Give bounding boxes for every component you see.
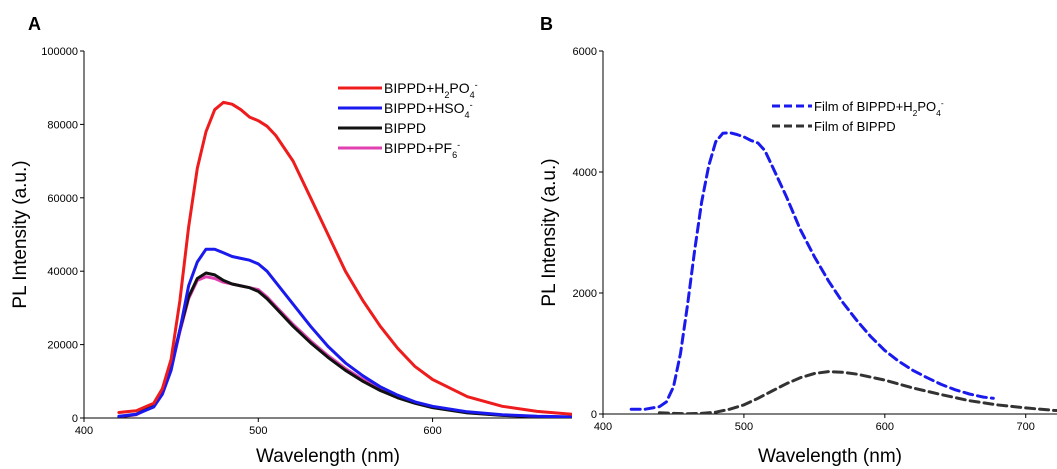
panel-label: A bbox=[28, 14, 41, 34]
legend-entry: Film of BIPPD bbox=[814, 119, 896, 134]
y-tick-label: 4000 bbox=[573, 167, 597, 179]
x-tick-label: 500 bbox=[249, 425, 267, 437]
legend-entry: BIPPD+PF6- bbox=[384, 140, 460, 160]
y-tick-label: 40000 bbox=[47, 266, 78, 278]
x-tick-label: 600 bbox=[423, 425, 441, 437]
legend-entry: Film of BIPPD+H2PO4- bbox=[814, 98, 944, 118]
legend-entry: BIPPD+H2PO4- bbox=[384, 80, 478, 100]
legend: BIPPD+H2PO4-BIPPD+HSO4-BIPPD BIPPD+PF6- bbox=[338, 80, 478, 160]
y-axis-label: PL Intensity (a.u.) bbox=[539, 158, 560, 306]
y-tick-label: 100000 bbox=[41, 46, 78, 58]
chart-panel-b: B 0 2000 4000 6000 400 500 600 700 Wavelength (nm… bbox=[539, 14, 1057, 467]
x-tick-label: 400 bbox=[594, 421, 612, 433]
series-line-film-of-bippd-h2po4- bbox=[629, 131, 995, 411]
y-axis-label: PL Intensity (a.u.) bbox=[10, 160, 31, 308]
series-line-bippd-hso4- bbox=[117, 247, 572, 418]
y-tick-label: 6000 bbox=[573, 46, 597, 58]
y-tick-label: 0 bbox=[72, 413, 78, 425]
y-tick-label: 80000 bbox=[47, 119, 78, 131]
panel-label: B bbox=[540, 14, 553, 34]
y-tick-label: 0 bbox=[591, 409, 597, 421]
x-axis-label: Wavelength (nm) bbox=[758, 446, 902, 467]
series-line-film-of-bippd bbox=[657, 370, 1057, 414]
x-tick-label: 700 bbox=[1017, 421, 1035, 433]
x-axis-label: Wavelength (nm) bbox=[256, 446, 400, 467]
y-tick-label: 60000 bbox=[47, 193, 78, 205]
x-tick-label: 400 bbox=[75, 425, 93, 437]
chart-panel-a: A 0 20000 40000 60000 80000 100000 400 500 600 Wav… bbox=[10, 14, 572, 467]
x-tick-label: 600 bbox=[876, 421, 894, 433]
x-tick-label: 500 bbox=[735, 421, 753, 433]
legend-entry: BIPPD+HSO4- bbox=[384, 100, 473, 120]
legend-entry: BIPPD bbox=[384, 120, 426, 136]
y-tick-label: 2000 bbox=[573, 288, 597, 300]
y-tick-label: 20000 bbox=[47, 340, 78, 352]
legend: Film of BIPPD+H2PO4-Film of BIPPD bbox=[772, 98, 944, 134]
series-line-bippd-h2po4- bbox=[117, 100, 572, 416]
